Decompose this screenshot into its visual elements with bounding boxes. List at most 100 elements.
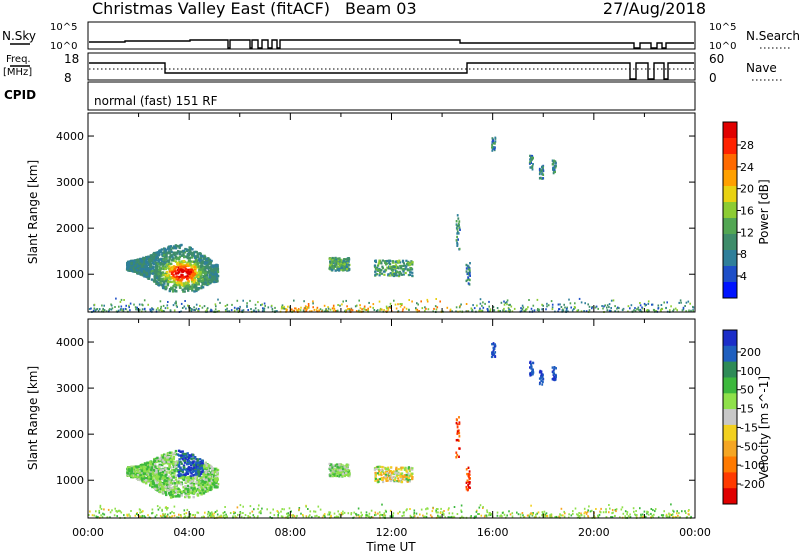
echo-cell bbox=[431, 515, 433, 518]
echo-cell bbox=[156, 456, 159, 460]
echo-cell bbox=[584, 511, 586, 514]
echo-cell bbox=[538, 310, 540, 313]
echo-cell bbox=[203, 464, 206, 467]
echo-cell bbox=[93, 514, 96, 517]
echo-cell bbox=[222, 514, 225, 517]
echo-cell bbox=[595, 508, 597, 510]
echo-cell bbox=[456, 232, 459, 235]
echo-cell bbox=[151, 475, 154, 479]
echo-cell bbox=[179, 282, 182, 285]
echo-cell bbox=[467, 272, 470, 275]
echo-cell bbox=[208, 482, 212, 485]
echo-cell bbox=[411, 274, 414, 277]
echo-cell bbox=[456, 242, 459, 246]
echo-cell bbox=[550, 300, 553, 303]
echo-cell bbox=[559, 513, 561, 516]
echo-cell bbox=[583, 512, 586, 515]
echo-cell bbox=[489, 309, 492, 312]
echo-cell bbox=[183, 290, 186, 293]
echo-cell bbox=[133, 467, 136, 470]
echo-cell bbox=[432, 310, 434, 313]
echo-cell bbox=[394, 476, 397, 479]
echo-cell bbox=[399, 265, 402, 268]
echo-cell bbox=[179, 268, 182, 271]
echo-cell bbox=[178, 244, 182, 248]
echo-cell bbox=[343, 474, 346, 478]
echo-cell bbox=[223, 511, 226, 514]
echo-cell bbox=[380, 272, 384, 275]
echo-cell bbox=[192, 271, 195, 274]
echo-cell bbox=[116, 515, 118, 518]
echo-cell bbox=[557, 303, 560, 306]
nsearch-label: N.Search bbox=[746, 29, 800, 43]
echo-cell bbox=[543, 513, 545, 516]
echo-cell bbox=[197, 463, 200, 466]
echo-cell bbox=[531, 513, 534, 516]
echo-cell bbox=[159, 300, 162, 303]
echo-cell bbox=[179, 450, 182, 453]
echo-cell bbox=[172, 463, 175, 466]
echo-cell bbox=[532, 163, 534, 166]
echo-cell bbox=[457, 238, 459, 241]
echo-cell bbox=[232, 511, 235, 514]
echo-cell bbox=[192, 460, 195, 463]
echo-cell bbox=[505, 301, 508, 304]
echo-cell bbox=[133, 470, 137, 473]
echo-cell bbox=[129, 472, 132, 475]
echo-cell bbox=[179, 466, 182, 470]
echo-cell bbox=[391, 272, 394, 275]
echo-cell bbox=[169, 309, 172, 312]
echo-cell bbox=[540, 170, 543, 173]
echo-cell bbox=[641, 306, 643, 309]
echo-cell bbox=[647, 309, 649, 311]
echo-cell bbox=[643, 510, 646, 513]
echo-cell bbox=[644, 304, 647, 307]
echo-cell bbox=[645, 515, 647, 518]
echo-cell bbox=[186, 277, 189, 280]
echo-cell bbox=[161, 310, 163, 313]
echo-cell bbox=[676, 510, 678, 513]
echo-cell bbox=[380, 261, 383, 264]
echo-cell bbox=[403, 264, 406, 267]
echo-cell bbox=[650, 512, 652, 515]
echo-cell bbox=[146, 260, 149, 264]
echo-cell bbox=[409, 262, 412, 265]
echo-cell bbox=[578, 512, 580, 514]
echo-cell bbox=[337, 466, 340, 469]
echo-cell bbox=[337, 473, 340, 476]
echo-cell bbox=[479, 504, 482, 507]
echo-cell bbox=[204, 266, 208, 269]
echo-cell bbox=[634, 309, 637, 312]
echo-cell bbox=[517, 513, 520, 516]
echo-cell bbox=[206, 308, 208, 311]
echo-cell bbox=[210, 515, 212, 518]
echo-cell bbox=[401, 466, 405, 469]
echo-cell bbox=[157, 475, 160, 478]
echo-cell bbox=[469, 262, 471, 265]
echo-cell bbox=[178, 458, 181, 461]
echo-cell bbox=[215, 305, 217, 308]
echo-cell bbox=[186, 274, 189, 278]
echo-cell bbox=[148, 479, 151, 483]
echo-cell bbox=[185, 284, 188, 287]
echo-cell bbox=[161, 459, 164, 462]
echo-cell bbox=[174, 267, 177, 271]
echo-cell bbox=[520, 307, 522, 310]
echo-cell bbox=[349, 309, 351, 312]
echo-cell bbox=[196, 255, 200, 259]
echo-cell bbox=[254, 303, 257, 306]
echo-cell bbox=[401, 303, 403, 305]
echo-cell bbox=[521, 512, 524, 514]
echo-cell bbox=[216, 473, 219, 476]
echo-cell bbox=[192, 254, 195, 257]
echo-cell bbox=[405, 470, 408, 473]
echo-cell bbox=[554, 161, 557, 165]
echo-cell bbox=[205, 466, 209, 470]
echo-cell bbox=[386, 262, 389, 265]
echo-cell bbox=[402, 273, 405, 276]
echo-cell bbox=[451, 512, 454, 515]
echo-cell bbox=[465, 270, 468, 273]
echo-cell bbox=[236, 506, 239, 509]
echo-cell bbox=[334, 260, 337, 263]
echo-cell bbox=[360, 515, 362, 518]
